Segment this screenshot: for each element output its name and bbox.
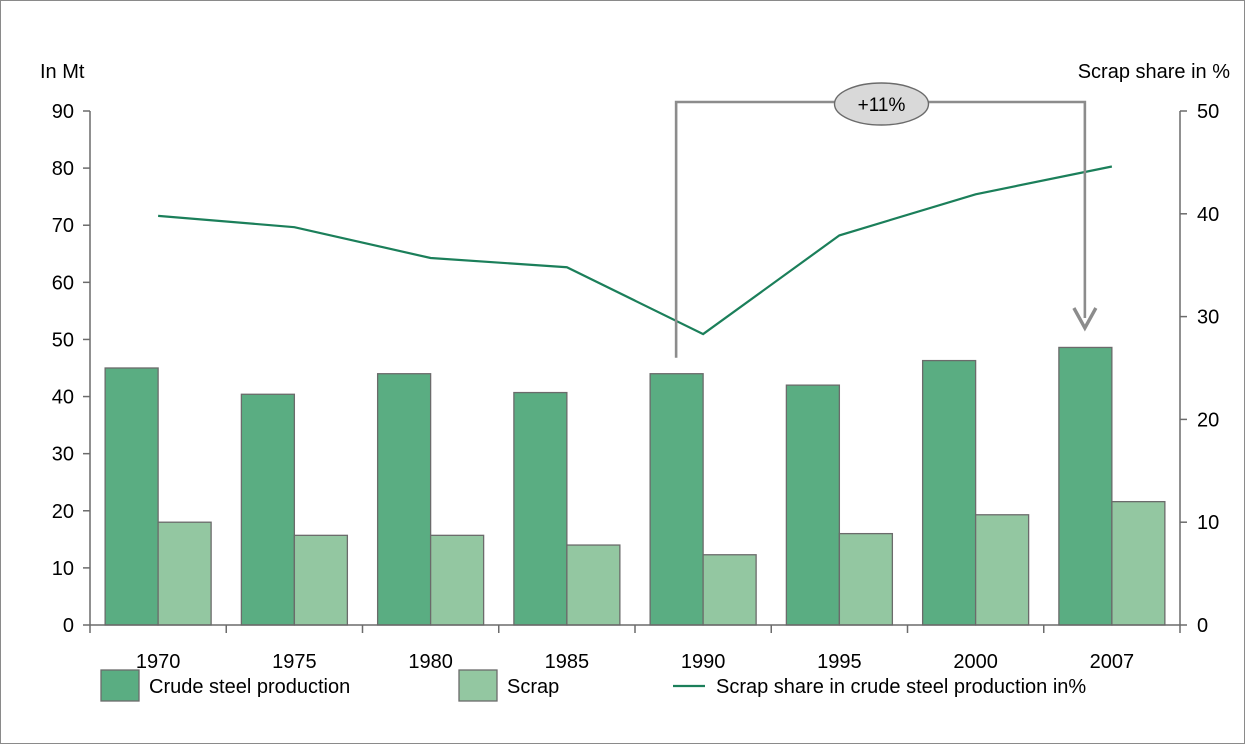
bar-crude-steel-2000: [923, 361, 976, 625]
x-tick-label-1995: 1995: [817, 651, 862, 673]
x-tick-label-2007: 2007: [1090, 651, 1135, 673]
left-tick-label-80: 80: [52, 158, 74, 180]
right-tick-label-30: 30: [1197, 307, 1219, 329]
bar-crude-steel-1990: [650, 374, 703, 625]
right-axis-title: Scrap share in %: [1078, 61, 1231, 83]
right-tick-label-10: 10: [1197, 512, 1219, 534]
axes-layer: 0 10 20 30 40 50 60 70 80 90 0 10 20 30 40 50 1970 1975 19…: [40, 61, 1230, 673]
left-tick-label-10: 10: [52, 558, 74, 580]
growth-callout-text: +11%: [858, 95, 906, 116]
growth-bracket-line: [676, 102, 1085, 358]
bar-scrap-2007: [1112, 502, 1165, 625]
bar-crude-steel-2007: [1059, 347, 1112, 625]
bar-crude-steel-1980: [378, 374, 431, 625]
legend-crude-steel-swatch: [101, 670, 139, 701]
right-tick-label-0: 0: [1197, 615, 1208, 637]
legend-scrap-label: Scrap: [507, 676, 559, 698]
bar-scrap-1995: [839, 534, 892, 625]
left-tick-label-90: 90: [52, 101, 74, 123]
bar-scrap-1970: [158, 522, 211, 625]
right-tick-label-50: 50: [1197, 101, 1219, 123]
left-tick-label-0: 0: [63, 615, 74, 637]
legend-layer: Crude steel production Scrap Scrap share i…: [101, 670, 1086, 701]
legend-scrap-share-label: Scrap share in crude steel production in…: [716, 676, 1086, 698]
bar-crude-steel-1970: [105, 368, 158, 625]
bar-crude-steel-1975: [241, 394, 294, 625]
scrap-share-line: [158, 167, 1112, 335]
bar-scrap-1985: [567, 545, 620, 625]
x-tick-label-2000: 2000: [953, 651, 998, 673]
right-tick-label-40: 40: [1197, 204, 1219, 226]
legend-scrap-swatch: [459, 670, 497, 701]
bar-crude-steel-1995: [786, 385, 839, 625]
legend-crude-steel-label: Crude steel production: [149, 676, 350, 698]
bar-scrap-1980: [431, 535, 484, 625]
left-tick-label-60: 60: [52, 272, 74, 294]
left-tick-label-20: 20: [52, 501, 74, 523]
x-tick-label-1975: 1975: [272, 651, 317, 673]
x-tick-label-1970: 1970: [136, 651, 181, 673]
bars-layer: [105, 347, 1165, 625]
x-tick-label-1985: 1985: [545, 651, 590, 673]
bar-scrap-2000: [976, 515, 1029, 625]
line-layer: [158, 166, 1112, 334]
bar-scrap-1975: [294, 535, 347, 625]
left-axis-title: In Mt: [40, 61, 85, 83]
bar-scrap-1990: [703, 555, 756, 625]
left-tick-label-30: 30: [52, 444, 74, 466]
x-tick-label-1980: 1980: [408, 651, 453, 673]
left-tick-label-50: 50: [52, 329, 74, 351]
right-tick-label-20: 20: [1197, 409, 1219, 431]
left-tick-label-40: 40: [52, 387, 74, 409]
x-tick-label-1990: 1990: [681, 651, 726, 673]
bar-crude-steel-1985: [514, 393, 567, 625]
left-tick-label-70: 70: [52, 215, 74, 237]
